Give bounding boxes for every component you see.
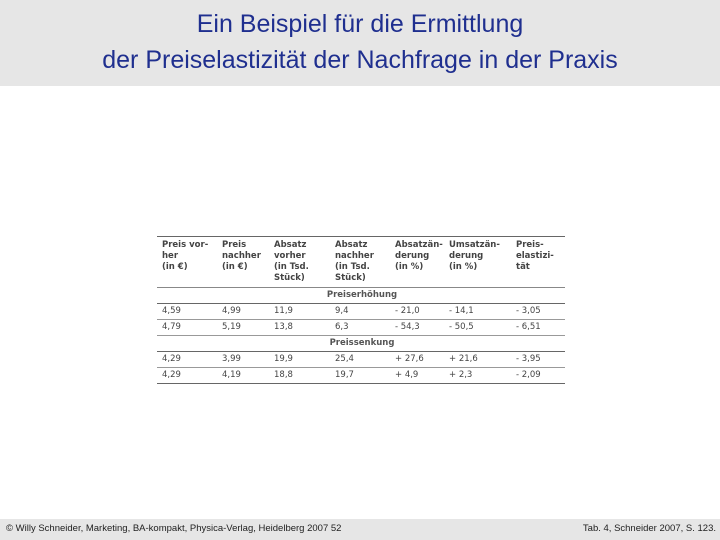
header-revenue-change: Umsatzän-derung (in %) [444, 236, 511, 288]
table-cell: 25,4 [330, 351, 390, 368]
header-price-before: Preis vor-her (in €) [157, 236, 217, 288]
table-cell: 5,19 [217, 319, 269, 336]
footer-citation: © Willy Schneider, Marketing, BA-kompakt… [6, 523, 342, 534]
table-cell: 6,3 [330, 319, 390, 336]
section-row-price-decrease: Preissenkung [157, 335, 565, 352]
section-label-price-decrease: Preissenkung [157, 335, 565, 352]
table-cell: 13,8 [269, 319, 330, 336]
table-cell: 19,9 [269, 351, 330, 368]
table-cell: + 2,3 [444, 367, 511, 384]
table-cell: 3,99 [217, 351, 269, 368]
title-band: Ein Beispiel für die Ermittlung der Prei… [0, 0, 720, 86]
table-row: 4,29 3,99 19,9 25,4 + 27,6 + 21,6 - 3,95 [157, 351, 565, 368]
table-cell: - 21,0 [390, 303, 444, 320]
table-cell: 18,8 [269, 367, 330, 384]
table-cell: 4,29 [157, 351, 217, 368]
section-label-price-increase: Preiserhöhung [157, 287, 565, 304]
table-cell: 4,59 [157, 303, 217, 320]
slide-title-line-1: Ein Beispiel für die Ermittlung [196, 10, 524, 38]
footer-source: Tab. 4, Schneider 2007, S. 123. [582, 523, 716, 534]
elasticity-table-image: Preis vor-her (in €) Preis nachher (in €) A… [157, 236, 565, 384]
table-cell: 19,7 [330, 367, 390, 384]
table-cell: 9,4 [330, 303, 390, 320]
table-cell: - 50,5 [444, 319, 511, 336]
header-sales-before: Absatz vorher (in Tsd. Stück) [269, 236, 330, 288]
table-cell: 4,19 [217, 367, 269, 384]
header-sales-after: Absatz nachher (in Tsd. Stück) [330, 236, 390, 288]
table-cell: + 27,6 [390, 351, 444, 368]
footer-bar: © Willy Schneider, Marketing, BA-kompakt… [0, 519, 720, 540]
elasticity-table: Preis vor-her (in €) Preis nachher (in €) A… [157, 236, 565, 384]
header-price-elasticity: Preis-elastizi-tät [511, 236, 565, 288]
table-cell: - 3,05 [511, 303, 565, 320]
table-header-row: Preis vor-her (in €) Preis nachher (in €) A… [157, 236, 565, 288]
header-sales-change: Absatzän-derung (in %) [390, 236, 444, 288]
table-row: 4,59 4,99 11,9 9,4 - 21,0 - 14,1 - 3,05 [157, 303, 565, 320]
table-cell: + 21,6 [444, 351, 511, 368]
slide-title-line-2: der Preiselastizität der Nachfrage in de… [102, 46, 618, 74]
table-row: 4,29 4,19 18,8 19,7 + 4,9 + 2,3 - 2,09 [157, 367, 565, 384]
table-cell: - 2,09 [511, 367, 565, 384]
table-cell: - 14,1 [444, 303, 511, 320]
table-cell: + 4,9 [390, 367, 444, 384]
header-price-after: Preis nachher (in €) [217, 236, 269, 288]
table-cell: 4,99 [217, 303, 269, 320]
section-row-price-increase: Preiserhöhung [157, 287, 565, 304]
table-cell: 11,9 [269, 303, 330, 320]
table-row: 4,79 5,19 13,8 6,3 - 54,3 - 50,5 - 6,51 [157, 319, 565, 336]
table-cell: - 6,51 [511, 319, 565, 336]
table-cell: 4,79 [157, 319, 217, 336]
table-cell: - 54,3 [390, 319, 444, 336]
table-cell: 4,29 [157, 367, 217, 384]
table-cell: - 3,95 [511, 351, 565, 368]
